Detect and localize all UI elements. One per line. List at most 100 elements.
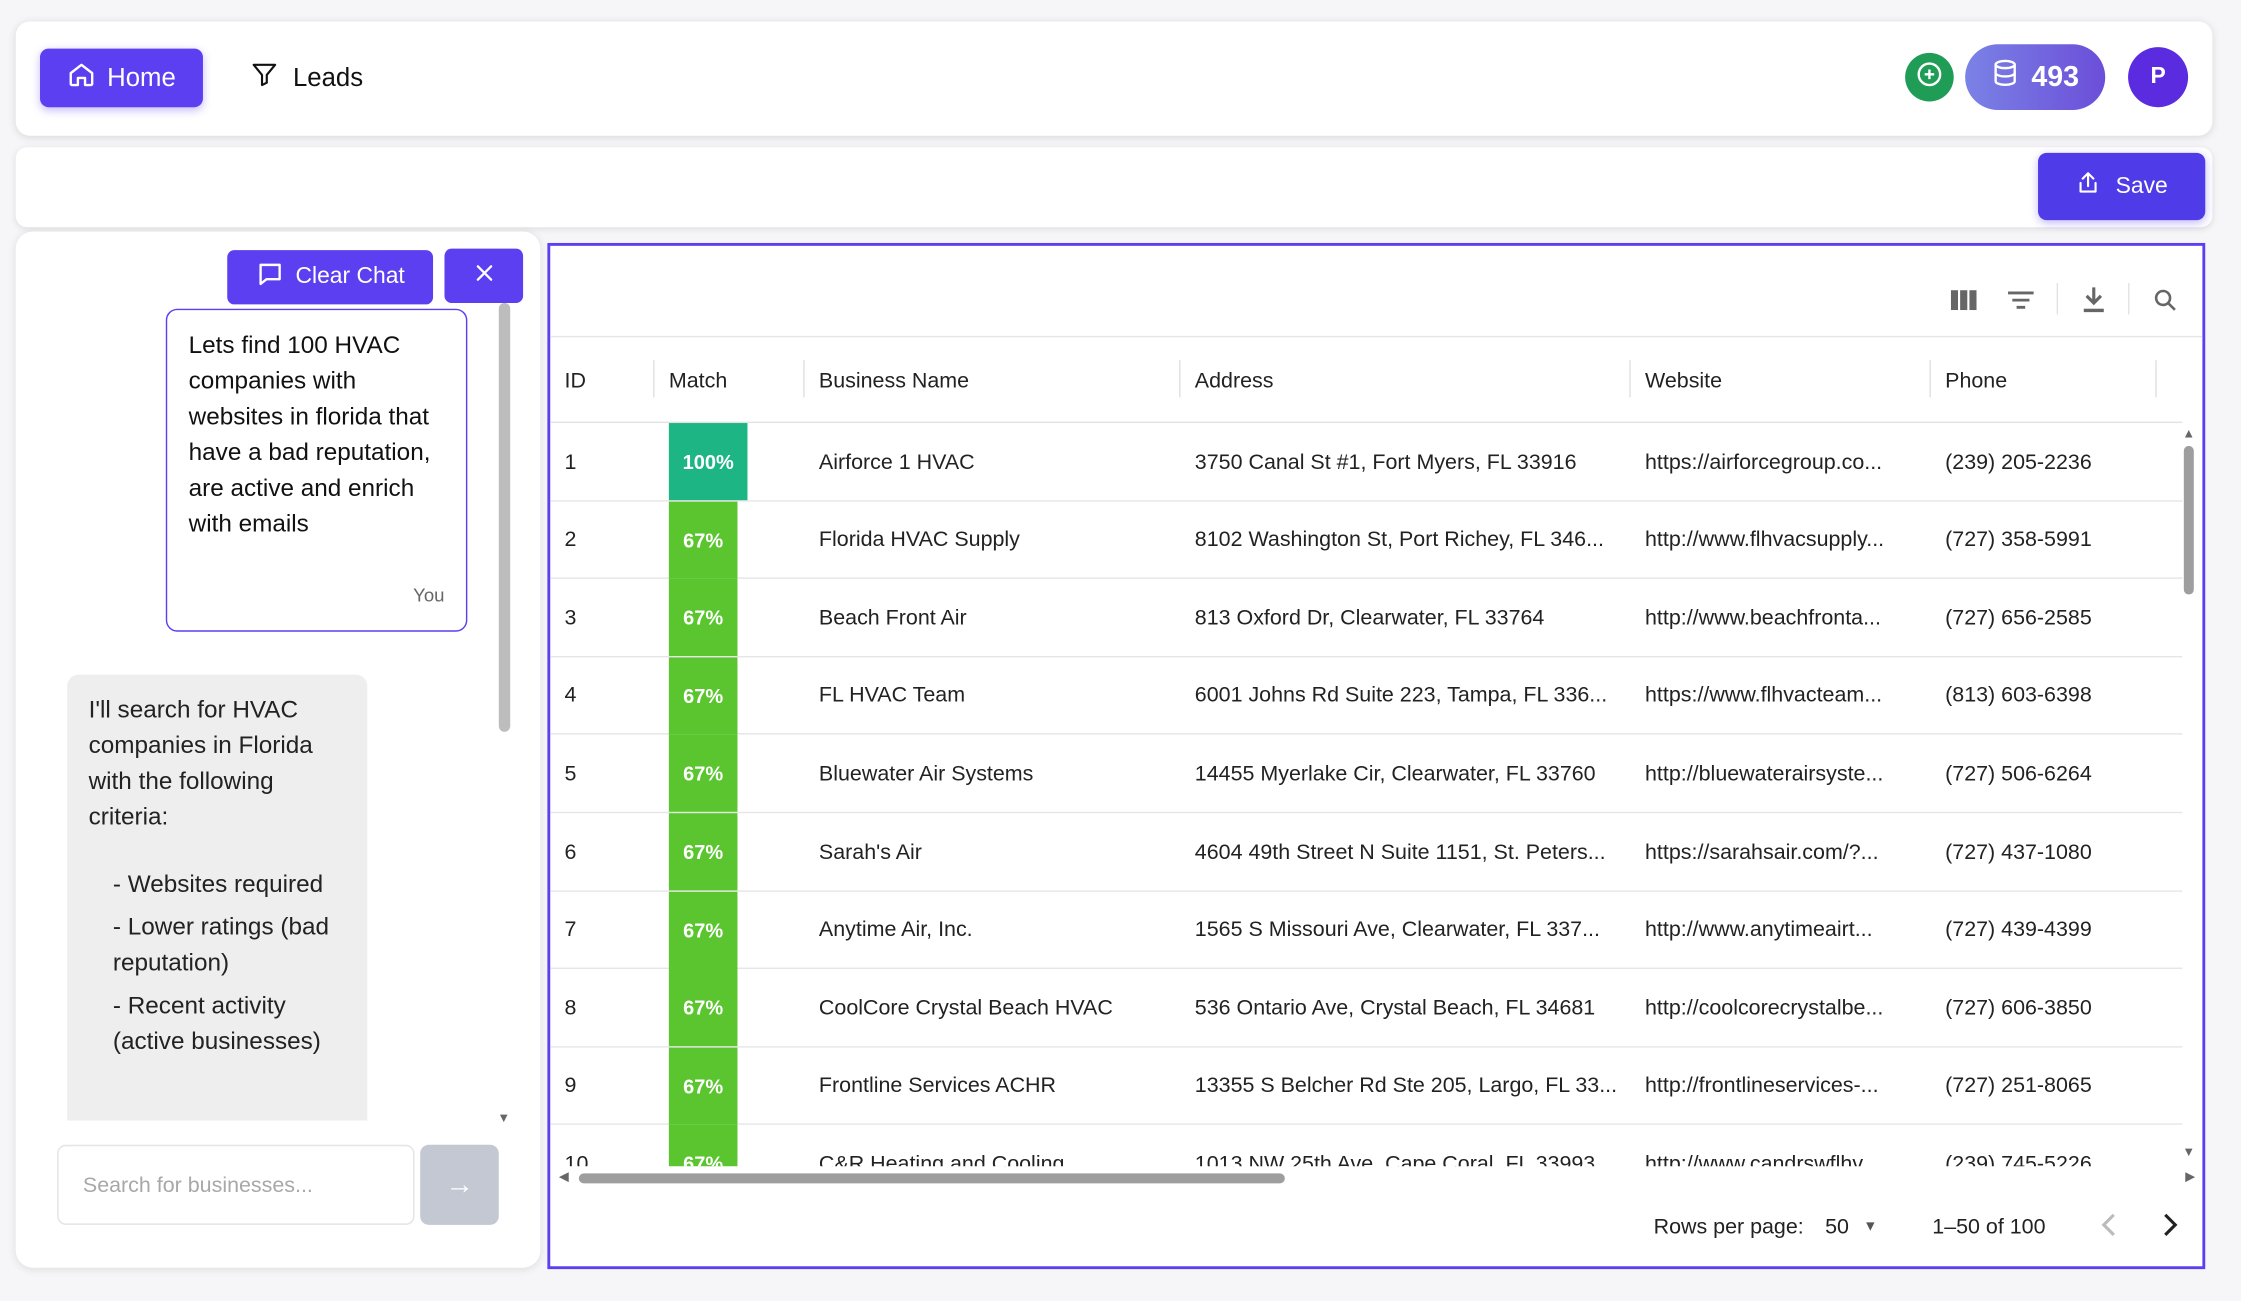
cell-id: 3 xyxy=(564,605,577,630)
page-range: 1–50 of 100 xyxy=(1932,1214,2046,1240)
column-header-website[interactable]: Website xyxy=(1631,337,1931,423)
scroll-down-arrow-icon[interactable]: ▼ xyxy=(497,1110,511,1125)
toolbar-divider xyxy=(2128,282,2130,315)
pagination: Rows per page: 50 ▼ 1–50 of 100 xyxy=(550,1201,2202,1258)
table-horizontal-scrollbar[interactable]: ◀ ▶ xyxy=(556,1169,2195,1186)
table-row[interactable]: 3 Beach Front Air 813 Oxford Dr, Clearwate… xyxy=(550,579,2183,658)
table-row[interactable]: 8 CoolCore Crystal Beach HVAC 536 Ontario … xyxy=(550,969,2183,1048)
save-button[interactable]: Save xyxy=(2038,152,2206,221)
cell-address: 813 Oxford Dr, Clearwater, FL 33764 xyxy=(1194,605,1545,630)
table-body: 1 Airforce 1 HVAC 3750 Canal St #1, Fort M… xyxy=(550,423,2183,1167)
match-badge: 67% xyxy=(668,891,738,969)
criteria-item: - Websites required xyxy=(112,870,324,898)
column-header-address[interactable]: Address xyxy=(1181,337,1631,423)
cell-address: 3750 Canal St #1, Fort Myers, FL 33916 xyxy=(1194,449,1577,474)
cell-id: 7 xyxy=(564,917,577,942)
cell-business-name: Sarah's Air xyxy=(818,839,922,864)
scroll-down-arrow-icon[interactable]: ▼ xyxy=(2182,1144,2196,1160)
cell-business-name: FL HVAC Team xyxy=(818,683,966,708)
cell-business-name: Airforce 1 HVAC xyxy=(818,449,975,474)
match-badge: 67% xyxy=(668,813,738,891)
table-vertical-scrollbar[interactable]: ▲ ▼ xyxy=(2181,423,2198,1169)
table-row[interactable]: 10 C&R Heating and Cooling 1013 NW 25th Av… xyxy=(550,1125,2182,1167)
match-badge: 67% xyxy=(668,735,738,813)
clear-chat-label: Clear Chat xyxy=(295,264,405,289)
scroll-right-arrow-icon[interactable]: ▶ xyxy=(2185,1169,2196,1184)
leads-label: Leads xyxy=(292,62,364,92)
cell-website: http://frontlineservices-... xyxy=(1645,1073,1879,1099)
clear-chat-button[interactable]: Clear Chat xyxy=(227,250,434,305)
assistant-message: I'll search for HVAC companies in Florid… xyxy=(67,674,368,1121)
chevron-right-icon xyxy=(2160,1213,2180,1243)
column-header-match[interactable]: Match xyxy=(655,337,805,423)
table-row[interactable]: 1 Airforce 1 HVAC 3750 Canal St #1, Fort M… xyxy=(550,423,2183,502)
cell-phone: (239) 205-2236 xyxy=(1945,449,2092,474)
leads-link[interactable]: Leads xyxy=(250,49,363,108)
match-badge: 67% xyxy=(668,501,738,579)
table-toolbar xyxy=(550,260,2203,338)
scroll-up-arrow-icon[interactable]: ▲ xyxy=(2182,425,2196,441)
column-header-business-name[interactable]: Business Name xyxy=(805,337,1181,423)
cell-id: 8 xyxy=(564,995,577,1021)
search-icon[interactable] xyxy=(2148,283,2182,317)
column-header-id[interactable]: ID xyxy=(565,337,655,423)
table-row[interactable]: 7 Anytime Air, Inc. 1565 S Missouri Ave, C… xyxy=(550,891,2183,970)
cell-website: http://www.candrswflhv... xyxy=(1645,1151,1880,1167)
cell-id: 5 xyxy=(564,761,577,786)
page-toolbar: Save xyxy=(15,147,2213,228)
match-badge: 67% xyxy=(668,657,738,735)
home-label: Home xyxy=(107,62,176,92)
cell-phone: (727) 251-8065 xyxy=(1945,1073,2092,1099)
search-input[interactable] xyxy=(57,1144,415,1225)
cell-phone: (727) 439-4399 xyxy=(1945,917,2092,942)
cell-address: 14455 Myerlake Cir, Clearwater, FL 33760 xyxy=(1194,761,1596,786)
add-button[interactable] xyxy=(1905,52,1954,102)
column-header-phone[interactable]: Phone xyxy=(1931,337,2157,423)
cell-address: 8102 Washington St, Port Richey, FL 346.… xyxy=(1194,527,1604,552)
filter-list-icon[interactable] xyxy=(2004,283,2038,317)
close-chat-button[interactable] xyxy=(444,248,524,303)
user-avatar[interactable]: P xyxy=(2128,47,2189,108)
table-row[interactable]: 2 Florida HVAC Supply 8102 Washington St, … xyxy=(550,501,2183,580)
share-icon xyxy=(2076,169,2102,205)
cell-phone: (727) 656-2585 xyxy=(1945,605,2092,630)
previous-page-button[interactable] xyxy=(2099,1212,2119,1243)
close-icon xyxy=(472,261,495,291)
columns-icon[interactable] xyxy=(1947,283,1981,317)
credits-badge[interactable]: 493 xyxy=(1965,44,2106,111)
rows-per-page-select[interactable]: 50 ▼ xyxy=(1825,1215,1877,1239)
chat-scrollbar-thumb[interactable] xyxy=(498,302,511,732)
plus-circle-icon xyxy=(1915,59,1944,95)
filter-icon xyxy=(250,60,279,96)
table-row[interactable]: 9 Frontline Services ACHR 13355 S Belcher … xyxy=(550,1047,2183,1126)
match-badge: 67% xyxy=(668,579,738,657)
table-row[interactable]: 5 Bluewater Air Systems 14455 Myerlake Cir… xyxy=(550,735,2183,814)
table-row[interactable]: 6 Sarah's Air 4604 49th Street N Suite 115… xyxy=(550,813,2183,892)
message-author: You xyxy=(413,584,445,606)
cell-website: https://www.flhvacteam... xyxy=(1645,683,1883,708)
cell-id: 1 xyxy=(564,449,577,474)
home-button[interactable]: Home xyxy=(40,48,203,108)
chat-panel: Clear Chat Lets find 100 HVAC companies … xyxy=(15,231,541,1268)
cell-phone: (727) 606-3850 xyxy=(1945,995,2092,1021)
home-icon xyxy=(67,60,96,96)
chat-scrollbar[interactable]: ▼ xyxy=(497,302,514,1125)
download-icon[interactable] xyxy=(2077,283,2111,317)
table-row[interactable]: 4 FL HVAC Team 6001 Johns Rd Suite 223, Ta… xyxy=(550,657,2183,736)
scroll-left-arrow-icon[interactable]: ◀ xyxy=(558,1169,569,1184)
horizontal-scrollbar-thumb[interactable] xyxy=(578,1173,1285,1184)
cell-website: http://www.flhvacsupply... xyxy=(1645,527,1885,552)
cell-website: http://bluewaterairsyste... xyxy=(1645,761,1884,786)
cell-business-name: Anytime Air, Inc. xyxy=(818,917,973,942)
save-label: Save xyxy=(2115,173,2168,198)
cell-id: 2 xyxy=(564,527,577,552)
next-page-button[interactable] xyxy=(2160,1212,2180,1243)
rows-per-page-value: 50 xyxy=(1825,1214,1849,1240)
arrow-right-icon: → xyxy=(445,1168,474,1200)
cell-phone: (239) 745-5226 xyxy=(1945,1151,2092,1167)
vertical-scrollbar-thumb[interactable] xyxy=(2183,445,2194,595)
cell-id: 9 xyxy=(564,1073,577,1099)
send-button[interactable]: → xyxy=(420,1144,499,1225)
user-message-text: Lets find 100 HVAC companies with websit… xyxy=(188,331,431,538)
chat-messages[interactable]: Lets find 100 HVAC companies with websit… xyxy=(16,306,516,1121)
